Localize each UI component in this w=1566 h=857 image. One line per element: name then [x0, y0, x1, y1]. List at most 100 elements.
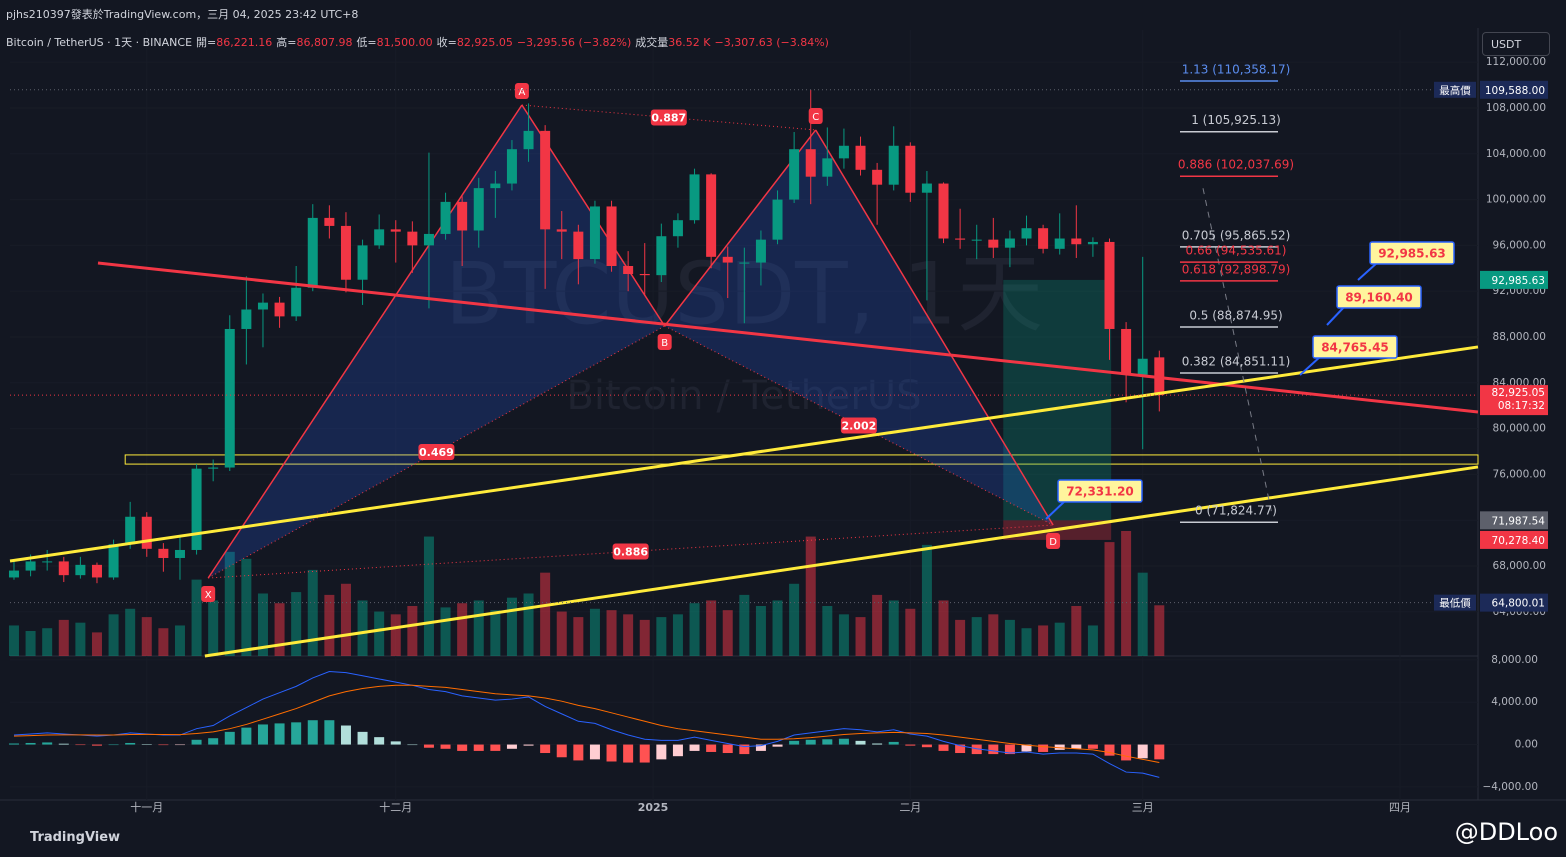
volume-bar	[141, 617, 152, 656]
callout-box	[1369, 241, 1455, 265]
callout-pointer	[1045, 499, 1067, 520]
volume-bar	[556, 611, 567, 656]
pattern-fill	[208, 105, 665, 579]
price-label-box	[1480, 80, 1548, 99]
fib-label: 1.13 (110,358.17)	[1182, 62, 1291, 76]
ratio-label: 2.002	[841, 420, 876, 433]
macd-histogram-bar	[556, 744, 567, 758]
macd-histogram-bar	[789, 740, 800, 745]
volume-bar	[1154, 605, 1165, 656]
callout-label: 89,160.40	[1345, 291, 1413, 305]
macd-histogram-bar	[158, 744, 169, 746]
signal-line	[13, 684, 1160, 764]
candle-body	[357, 245, 368, 280]
callout-box	[1312, 335, 1398, 359]
macd-histogram-bar	[1021, 744, 1032, 752]
volume-bar	[1087, 625, 1098, 656]
volume-bar	[91, 632, 102, 656]
volume-bar	[789, 583, 800, 656]
price-label-box	[1480, 511, 1548, 530]
volume-bar	[755, 606, 766, 656]
macd-histogram-bar	[374, 737, 385, 745]
callout-box	[1336, 285, 1422, 309]
candle-body	[672, 220, 683, 237]
volume-bar	[423, 536, 434, 656]
macd-histogram-bar	[822, 739, 833, 745]
point-label: C	[812, 112, 819, 123]
candle-body	[888, 145, 899, 185]
macd-histogram-bar	[1038, 744, 1049, 752]
point-badge	[808, 107, 823, 124]
candle-body	[506, 149, 517, 184]
header-segment: 86,221.16	[216, 36, 273, 49]
volume-bar	[274, 603, 285, 656]
extreme-name: 最低價	[1439, 597, 1471, 610]
footer-handle: @DDLoo	[1454, 818, 1558, 846]
candle-body	[1004, 238, 1015, 248]
fib-label: 0.705 (95,865.52)	[1182, 228, 1291, 242]
volume-bar	[955, 619, 966, 656]
point-label: D	[1049, 537, 1057, 548]
macd-histogram-bar	[25, 742, 36, 745]
candle-body	[191, 468, 202, 550]
watermark-subtitle: Bitcoin / TetherUS	[566, 373, 921, 419]
y-tick-label: 68,000.00	[1493, 560, 1546, 572]
candle-body	[174, 549, 185, 558]
macd-histogram-bar	[1087, 744, 1098, 749]
x-tick-label: 二月	[899, 801, 921, 814]
candle-body	[938, 183, 949, 239]
volume-bar	[490, 610, 501, 656]
macd-histogram-bar	[623, 744, 634, 763]
macd-histogram-bar	[423, 744, 434, 748]
macd-histogram-bar	[573, 744, 584, 761]
volume-bar	[706, 600, 717, 656]
volume-bar	[838, 614, 849, 656]
volume-bar	[1004, 619, 1015, 656]
point-label: X	[205, 590, 212, 601]
extreme-name-box	[1434, 594, 1476, 611]
volume-bar	[125, 608, 136, 656]
currency-button[interactable]: USDT	[1482, 32, 1550, 56]
candle-body	[440, 201, 451, 234]
volume-bar	[357, 600, 368, 656]
price-label-box	[1480, 593, 1548, 612]
footer-logo: TradingView	[30, 830, 121, 845]
volume-bar	[672, 614, 683, 656]
y-tick-label: 76,000.00	[1493, 468, 1546, 480]
countdown: 08:17:32	[1498, 400, 1545, 412]
volume-bar	[888, 600, 899, 656]
callout-label: 84,765.45	[1321, 341, 1389, 355]
macd-histogram-bar	[905, 744, 916, 746]
price-label: 92,985.63	[1492, 275, 1545, 287]
macd-histogram-bar	[706, 744, 717, 752]
volume-bar	[988, 614, 999, 656]
volume-bar	[1038, 625, 1049, 656]
candle-body	[473, 188, 484, 231]
macd-histogram-bar	[440, 744, 451, 749]
candle-body	[141, 516, 152, 549]
ratio-line	[664, 325, 1054, 526]
price-label: 109,588.00	[1485, 85, 1545, 97]
volume-bar	[938, 600, 949, 656]
header-segment: −3,295.56 (−3.82%)	[516, 36, 632, 49]
header-segment: 86,807.98	[296, 36, 353, 49]
trend-line	[97, 261, 1479, 414]
volume-bar	[257, 593, 268, 656]
candle-body	[257, 302, 268, 310]
macd-histogram-bar	[1104, 744, 1115, 756]
macd-tick-label: 4,000.00	[1491, 696, 1538, 708]
candle-body	[1104, 241, 1115, 329]
header-segment: −3,307.63 (−3.84%)	[714, 36, 829, 49]
volume-bar	[58, 619, 69, 656]
symbol-info: Bitcoin / TetherUS · 1天 · BINANCE 開=86,22…	[6, 34, 833, 50]
macd-histogram-bar	[58, 743, 69, 745]
volume-bar	[1137, 572, 1148, 656]
volume-bar	[42, 628, 53, 656]
fib-label: 0.5 (88,874.95)	[1189, 308, 1282, 322]
callout-label: 92,985.63	[1378, 247, 1446, 261]
price-label: 70,278.40	[1492, 535, 1545, 547]
candle-body	[423, 233, 434, 246]
y-tick-label: 108,000.00	[1486, 102, 1546, 114]
candle-body	[91, 564, 102, 578]
header-segment: 開=	[196, 36, 217, 49]
